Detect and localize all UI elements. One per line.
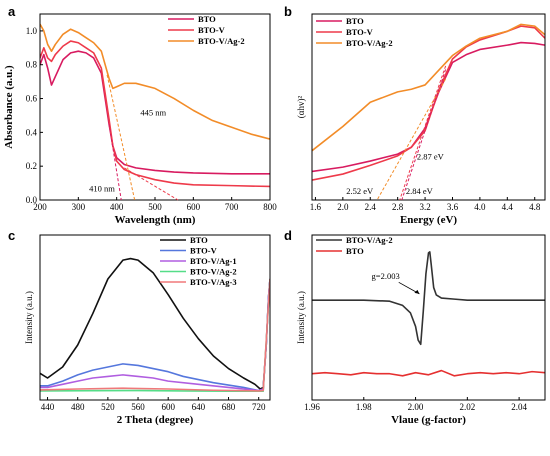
y-axis-label: Intensity (a.u.): [296, 291, 306, 344]
y-axis-label: Absorbance (a.u.): [3, 65, 15, 149]
legend-label: BTO-V/Ag-2: [198, 36, 245, 46]
tangent-line: [124, 167, 179, 201]
arrowhead: [414, 289, 420, 294]
chart-panel-a: 200 300 400 500 600 700 800 0.0 0.2 0.4 0.6 0.8 1.0 W…: [3, 13, 277, 226]
annotation-2-52ev: 2.52 eV: [346, 186, 374, 196]
x-tick-label: 640: [192, 402, 206, 412]
legend-label: BTO-V: [190, 246, 218, 256]
x-tick-label: 2.4: [365, 202, 377, 212]
y-tick-label: 0.4: [26, 127, 38, 137]
legend-label: BTO: [198, 14, 216, 24]
plot-frame: [39, 234, 271, 401]
x-axis-label: Energy (eV): [400, 214, 457, 226]
x-tick-label: 680: [222, 402, 236, 412]
annotation-g-value: g=2.003: [372, 271, 400, 281]
x-tick-label: 400: [110, 202, 124, 212]
series-line-bto-v-ag-2: [40, 278, 270, 392]
series-line-bto-v-ag-2: [40, 23, 270, 140]
y-tick-label: 0.8: [26, 60, 38, 70]
legend-label: BTO: [346, 246, 364, 256]
chart-panel-d: 1.96 1.98 2.00 2.02 2.04 Vlaue (g-factor) Inte…: [296, 234, 546, 426]
series-line-bto-v-ag-2: [312, 23, 545, 152]
legend-label: BTO-V/Ag-1: [190, 256, 237, 266]
x-tick-label: 1.96: [304, 402, 320, 412]
chart-panel-c: 440 480 520 560 600 640 680 720 2 Theta (degree)…: [24, 234, 271, 426]
panel-letter-a: a: [8, 4, 16, 19]
panel-letter-b: b: [284, 4, 292, 19]
chart-panel-b: 1.6 2.0 2.4 2.8 3.2 3.6 4.0 4.4 4.8 Energy (eV) (α…: [296, 13, 546, 226]
y-tick-label: 0.0: [26, 195, 38, 205]
legend-label: BTO-V/Ag-2: [346, 38, 393, 48]
y-axis-label: (αhv)²: [296, 96, 306, 119]
x-axis-label: Wavelength (nm): [115, 214, 196, 226]
plot-frame: [311, 234, 546, 401]
x-tick-label: 1.98: [356, 402, 372, 412]
x-tick-label: 4.0: [474, 202, 486, 212]
legend-label: BTO-V/Ag-2: [346, 235, 393, 245]
legend-label: BTO-V: [198, 25, 226, 35]
x-axis-label: 2 Theta (degree): [117, 414, 194, 426]
panel-letter-d: d: [284, 228, 292, 243]
series-line-bto-v-ag-2: [312, 251, 545, 346]
y-tick-label: 1.0: [26, 26, 38, 36]
x-tick-label: 480: [71, 402, 85, 412]
x-tick-label: 4.4: [502, 202, 514, 212]
series-line-bto-v-ag-3: [40, 278, 270, 392]
annotation-410nm: 410 nm: [89, 184, 115, 194]
tangent-line: [108, 123, 122, 201]
x-tick-label: 300: [72, 202, 86, 212]
y-axis-label: Intensity (a.u.): [24, 291, 34, 344]
x-tick-label: 2.0: [337, 202, 349, 212]
legend-label: BTO-V: [346, 27, 374, 37]
x-tick-label: 600: [161, 402, 175, 412]
series-line-bto: [312, 41, 545, 173]
legend-label: BTO-V/Ag-2: [190, 267, 237, 277]
x-tick-label: 700: [225, 202, 239, 212]
x-axis-label: Vlaue (g-factor): [391, 414, 466, 426]
y-tick-label: 0.2: [26, 161, 37, 171]
legend-label: BTO: [190, 235, 208, 245]
x-tick-label: 2.8: [392, 202, 404, 212]
x-tick-label: 720: [252, 402, 266, 412]
x-tick-label: 2.00: [408, 402, 424, 412]
x-tick-label: 3.2: [419, 202, 430, 212]
x-tick-label: 500: [148, 202, 162, 212]
annotation-445nm: 445 nm: [140, 107, 166, 117]
x-tick-label: 2.04: [511, 402, 527, 412]
plot-frame: [311, 13, 546, 201]
legend-label: BTO: [346, 16, 364, 26]
series-line-bto: [312, 369, 545, 377]
x-tick-label: 4.8: [529, 202, 541, 212]
x-tick-label: 560: [131, 402, 145, 412]
series-line-bto: [40, 257, 270, 390]
tangent-line: [376, 78, 447, 201]
x-tick-label: 520: [101, 402, 115, 412]
tangent-line: [399, 65, 447, 201]
x-tick-label: 1.6: [310, 202, 322, 212]
x-tick-label: 3.6: [447, 202, 459, 212]
x-tick-label: 600: [187, 202, 201, 212]
x-tick-label: 440: [41, 402, 55, 412]
x-tick-label: 2.02: [459, 402, 475, 412]
series-line-bto-v: [40, 40, 270, 188]
panel-letter-c: c: [8, 228, 15, 243]
x-tick-label: 200: [33, 202, 47, 212]
annotation-2-87ev: 2.87 eV: [417, 151, 445, 161]
tangent-line: [401, 69, 447, 201]
series-line-bto-v: [312, 25, 545, 181]
x-tick-label: 800: [263, 202, 277, 212]
annotation-2-84ev: 2.84 eV: [406, 186, 434, 196]
legend-label: BTO-V/Ag-3: [190, 277, 237, 287]
y-tick-label: 0.6: [26, 94, 38, 104]
tangent-line: [106, 74, 136, 201]
